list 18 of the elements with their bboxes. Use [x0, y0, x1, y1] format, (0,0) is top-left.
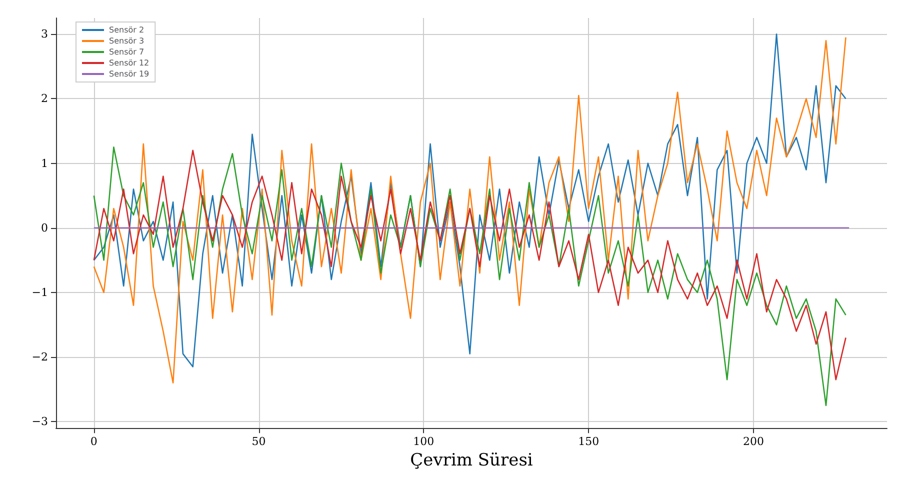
x-axis-title: Çevrim Süresi — [410, 450, 534, 470]
legend-label: Sensör 2 — [109, 26, 144, 34]
y-tick-label: 0 — [41, 221, 48, 234]
legend-label: Sensör 3 — [109, 36, 144, 46]
y-tick-label: −1 — [32, 286, 48, 299]
legend-label: Sensör 19 — [109, 70, 150, 78]
x-tick-label: 200 — [742, 435, 764, 448]
x-tick-label: 0 — [90, 435, 98, 448]
y-tick-label: −3 — [32, 415, 48, 428]
legend-label: Sensör 12 — [109, 58, 150, 68]
legend-label: Sensör 7 — [109, 48, 144, 56]
y-tick-label: −2 — [32, 350, 48, 364]
y-tick-label: 3 — [41, 28, 48, 41]
x-tick-label: 150 — [578, 435, 600, 448]
x-tick-label: 50 — [252, 435, 266, 448]
x-tick-label: 100 — [413, 435, 434, 448]
y-tick-label: 1 — [41, 156, 48, 170]
y-tick-label: 2 — [41, 92, 48, 106]
